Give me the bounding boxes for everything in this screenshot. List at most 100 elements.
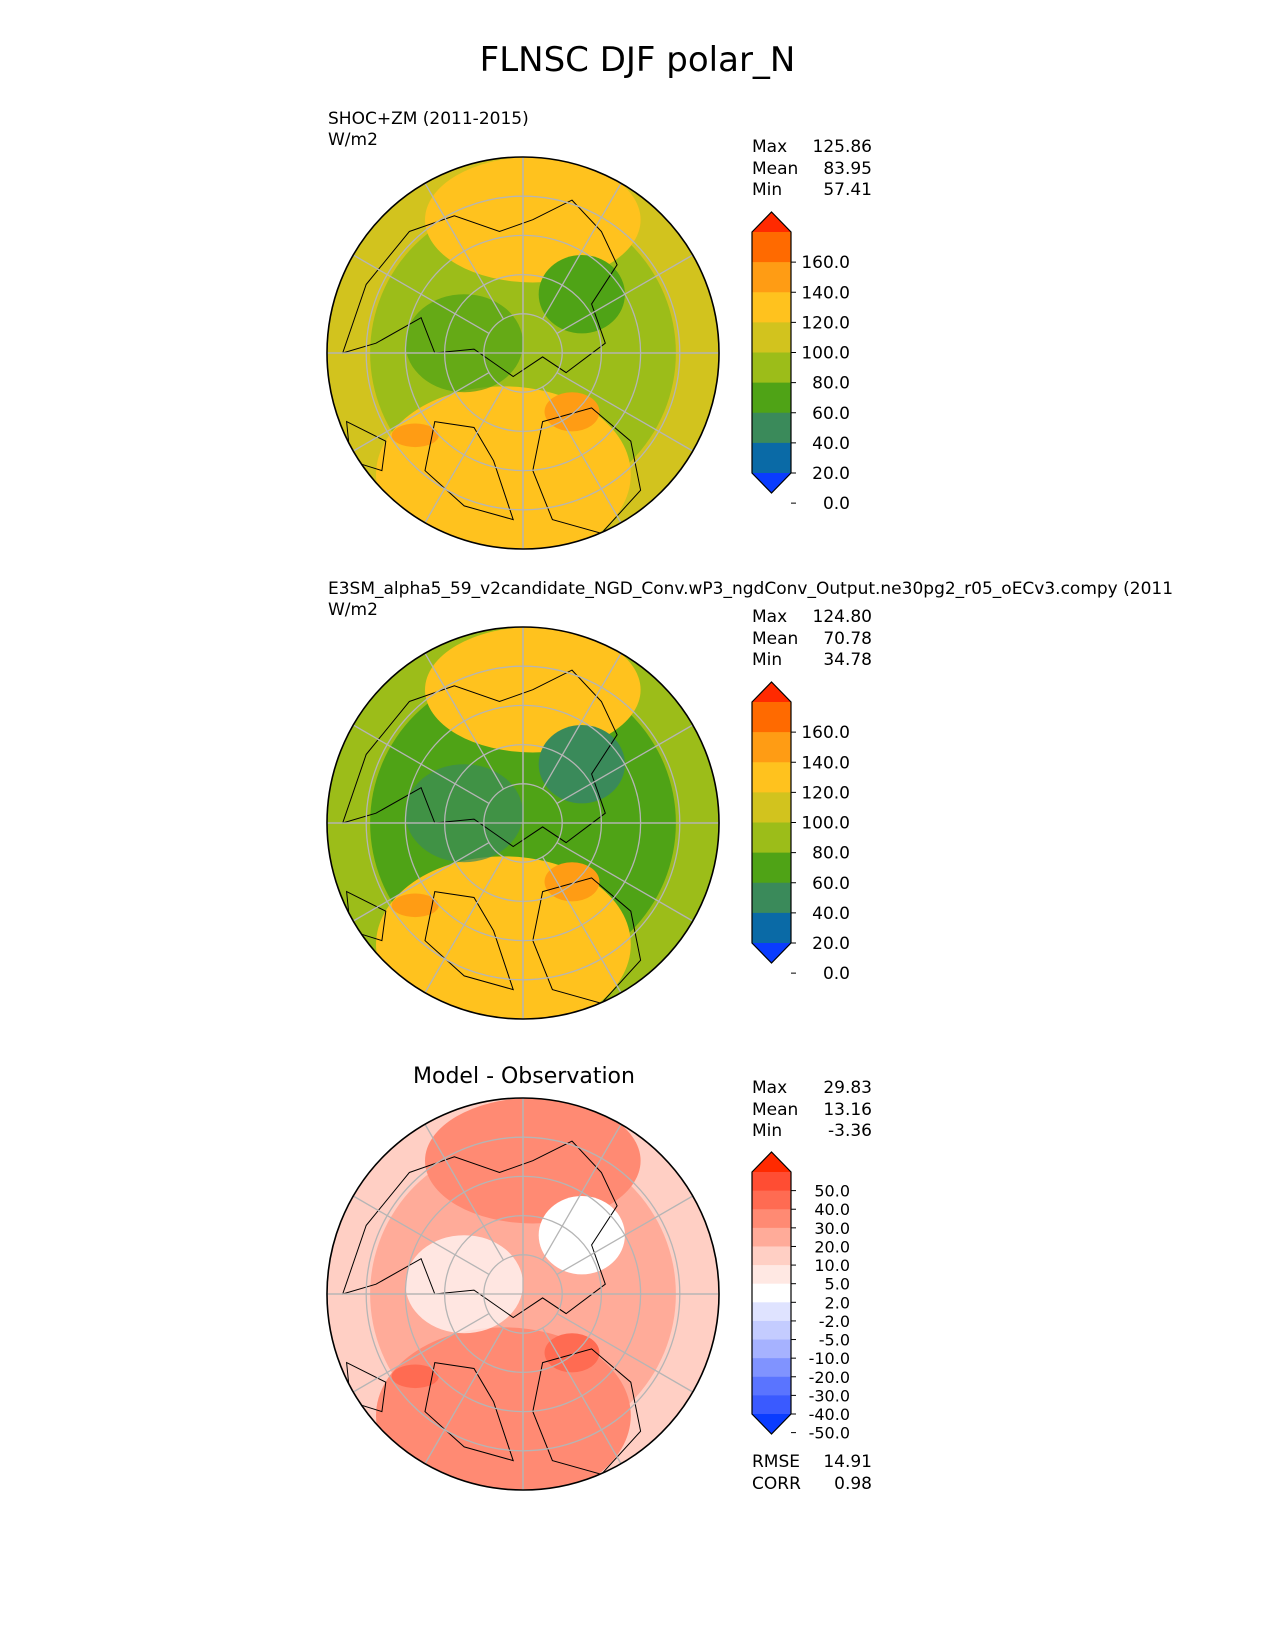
field-hot-spot xyxy=(391,423,439,448)
colorbar-tick-label: 20.0 xyxy=(812,464,850,484)
colorbar-tick-label: 80.0 xyxy=(812,844,850,864)
graticule xyxy=(327,627,719,1019)
colorbar-2: 160.0 140.0 120.0 100.0 80.0 60.0 40.0 20.0 0.0 xyxy=(751,681,850,984)
colorbar-bin xyxy=(752,412,791,444)
meridian-line xyxy=(424,1327,504,1465)
meridian-line xyxy=(556,372,694,452)
colorbar-tick-label: 120.0 xyxy=(801,313,850,333)
meridian-line xyxy=(542,1327,622,1465)
colorbar-bin xyxy=(752,792,791,823)
stat-value: -3.36 xyxy=(828,1121,872,1141)
field-hot-spot xyxy=(544,1333,600,1373)
meridian-line xyxy=(556,1195,694,1275)
colorbar-3: 50.040.030.020.010.05.02.0-2.0-5.0-10.0-… xyxy=(751,1151,850,1443)
coastline xyxy=(532,877,642,1004)
colorbar-bin xyxy=(752,912,791,944)
colorbar-tick-label: 80.0 xyxy=(812,374,850,394)
colorbar-bin xyxy=(752,442,791,474)
stat-label: Min xyxy=(752,1121,783,1141)
field-hot-spot xyxy=(544,862,600,902)
stat-value: 125.86 xyxy=(812,137,872,157)
stat-value: 29.83 xyxy=(823,1078,872,1098)
meridian-line xyxy=(542,182,622,320)
colorbar-extend-max xyxy=(752,212,791,232)
colorbar-bin xyxy=(752,1395,791,1415)
meridian-line xyxy=(542,1123,622,1261)
stat-label: Min xyxy=(752,650,783,670)
map-field xyxy=(327,1098,719,1490)
panel-3-stats: Max 29.83 Mean 13.16 Min -3.36 xyxy=(752,1078,872,1143)
colorbar-tick-label: 50.0 xyxy=(814,1182,850,1201)
field-hot-spot xyxy=(391,893,439,918)
meridian-line xyxy=(424,856,504,994)
colorbar-bin xyxy=(752,852,791,884)
field-hot-spot xyxy=(544,392,600,432)
meridian-line xyxy=(542,856,622,994)
stat-value: 13.16 xyxy=(823,1099,872,1120)
coastline xyxy=(532,407,642,534)
meridian-line xyxy=(542,386,622,524)
colorbar-tick-label: -20.0 xyxy=(809,1368,850,1387)
stat-value: 83.95 xyxy=(823,158,872,179)
coastline xyxy=(341,199,618,378)
coastline xyxy=(424,421,514,521)
map-field xyxy=(327,627,719,1019)
colorbar-extend-min xyxy=(752,473,791,493)
stat-value: 57.41 xyxy=(823,180,872,200)
colorbar-extend-min xyxy=(752,1414,791,1434)
field-cool-region xyxy=(405,294,523,393)
colorbar-bin xyxy=(752,232,791,263)
field-cool-region xyxy=(538,255,625,334)
map-field xyxy=(327,157,719,549)
stat-value: 34.78 xyxy=(823,650,872,670)
meridian-line xyxy=(424,386,504,524)
colorbar-tick-label: 100.0 xyxy=(801,344,850,364)
meridian-line xyxy=(352,1313,490,1393)
colorbar-bin xyxy=(752,822,791,854)
colorbar-tick-label: 20.0 xyxy=(812,934,850,954)
metric-value: 14.91 xyxy=(823,1452,872,1472)
colorbar-extend-max xyxy=(752,1152,791,1172)
colorbar-tick-label: 2.0 xyxy=(825,1293,850,1312)
colorbar-tick-label: 120.0 xyxy=(801,783,850,803)
colorbar-bin xyxy=(752,1376,791,1396)
stat-label: Mean xyxy=(752,1099,799,1120)
panel-2-stats: Max 124.80 Mean 70.78 Min 34.78 xyxy=(752,607,872,672)
colorbar-bin xyxy=(752,1227,791,1247)
field-cool-region xyxy=(405,764,523,863)
coastline xyxy=(341,669,618,848)
meridian-line xyxy=(556,724,694,804)
colorbar-tick-label: -40.0 xyxy=(809,1405,850,1424)
stat-label: Max xyxy=(752,607,788,627)
colorbar-tick-label: 40.0 xyxy=(812,904,850,924)
colorbar-bin xyxy=(752,1283,791,1303)
colorbar-tick-label: 5.0 xyxy=(825,1275,850,1294)
graticule xyxy=(327,157,719,549)
colorbar-bin xyxy=(752,882,791,914)
coastline xyxy=(341,1140,618,1319)
colorbar-bin xyxy=(752,702,791,733)
colorbar-bin xyxy=(752,1302,791,1322)
colorbar-tick-label: -30.0 xyxy=(809,1386,850,1405)
figure-title: FLNSC DJF polar_N xyxy=(479,40,796,80)
colorbar-bin xyxy=(752,1172,791,1192)
meridian-line xyxy=(352,1195,490,1275)
graticule xyxy=(327,1098,719,1490)
colorbar-tick-label: 60.0 xyxy=(812,874,850,894)
map-boundary xyxy=(326,156,720,550)
polar-map-2 xyxy=(326,626,720,1020)
colorbar-bin xyxy=(752,352,791,384)
field-cool-region xyxy=(538,1196,625,1275)
field-hot-spot xyxy=(391,1364,439,1389)
colorbar-bin xyxy=(752,382,791,414)
meridian-line xyxy=(556,842,694,922)
colorbar-bin xyxy=(752,292,791,323)
panel-1-stats: Max 125.86 Mean 83.95 Min 57.41 xyxy=(752,137,872,202)
metric-label: RMSE xyxy=(752,1452,801,1472)
colorbar-tick-label: 20.0 xyxy=(814,1237,850,1256)
colorbar-bin xyxy=(752,1265,791,1285)
colorbar-tick-label: -50.0 xyxy=(809,1424,850,1443)
panel-1-title: SHOC+ZM (2011-2015) xyxy=(328,109,529,129)
colorbar-bin xyxy=(752,1339,791,1359)
